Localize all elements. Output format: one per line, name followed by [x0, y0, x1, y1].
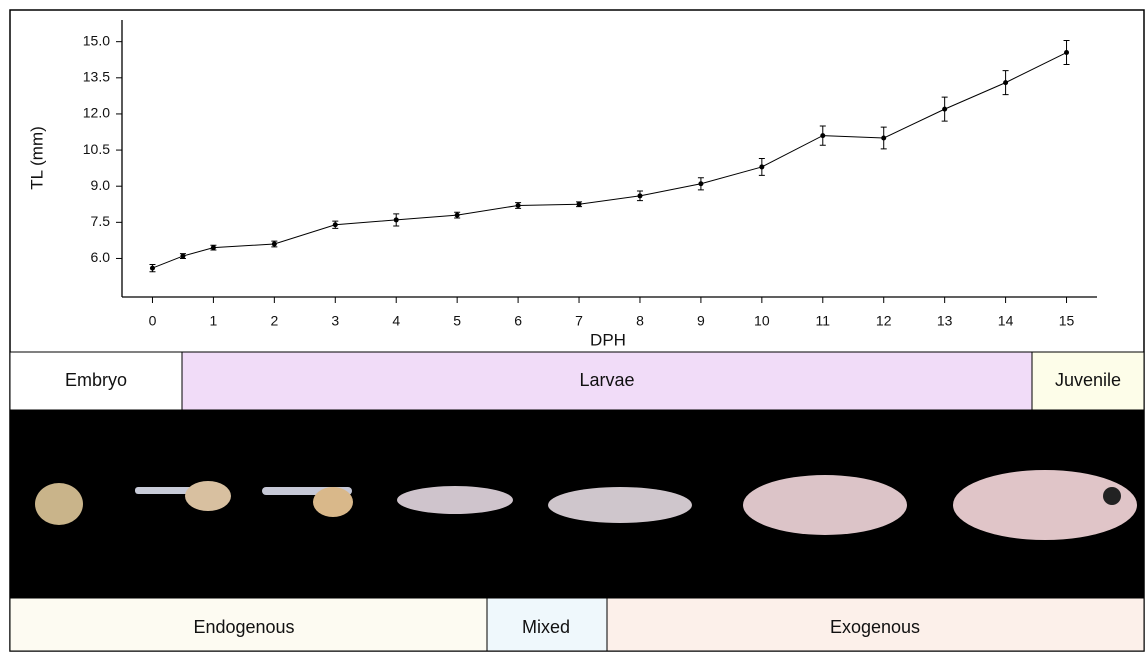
x-tick-label: 10: [754, 313, 770, 329]
feeding-label: Mixed: [522, 617, 570, 637]
x-tick-label: 4: [392, 313, 400, 329]
x-tick-label: 0: [149, 313, 157, 329]
stage-label: Juvenile: [1055, 370, 1121, 390]
specimen-eye: [1103, 487, 1121, 505]
specimen: [548, 487, 692, 523]
x-tick-label: 6: [514, 313, 522, 329]
x-tick-label: 7: [575, 313, 583, 329]
specimen: [35, 483, 83, 525]
feeding-label: Exogenous: [830, 617, 920, 637]
x-tick-label: 15: [1059, 313, 1075, 329]
point: [333, 222, 338, 227]
point: [1003, 80, 1008, 85]
point: [577, 202, 582, 207]
x-tick-label: 8: [636, 313, 644, 329]
y-tick-label: 7.5: [91, 213, 111, 229]
point: [637, 193, 642, 198]
point: [180, 254, 185, 259]
y-tick-label: 15.0: [83, 32, 110, 48]
y-tick-label: 12.0: [83, 105, 110, 121]
point: [455, 213, 460, 218]
point: [516, 203, 521, 208]
x-tick-label: 3: [331, 313, 339, 329]
x-tick-label: 11: [816, 313, 831, 329]
y-tick-label: 13.5: [83, 69, 110, 85]
y-tick-label: 9.0: [91, 177, 111, 193]
point: [881, 136, 886, 141]
x-tick-label: 2: [270, 313, 278, 329]
y-tick-label: 10.5: [83, 141, 110, 157]
x-tick-label: 9: [697, 313, 705, 329]
figure: Embryo Larvae Juvenile Endogenous Mixed …: [0, 0, 1145, 652]
specimen: [953, 470, 1137, 540]
point: [272, 242, 277, 247]
y-tick-label: 6.0: [91, 249, 111, 265]
x-tick-label: 14: [998, 313, 1014, 329]
specimen: [397, 486, 513, 514]
specimen: [313, 487, 353, 517]
specimen: [185, 481, 231, 511]
point: [150, 266, 155, 271]
stage-label: Larvae: [579, 370, 634, 390]
point: [698, 181, 703, 186]
x-axis-label: DPH: [590, 330, 626, 349]
feeding-label: Endogenous: [193, 617, 294, 637]
x-tick-label: 1: [210, 313, 218, 329]
x-tick-label: 5: [453, 313, 461, 329]
point: [1064, 50, 1069, 55]
y-axis-label: TL (mm): [27, 126, 46, 190]
stage-label: Embryo: [65, 370, 127, 390]
point: [942, 107, 947, 112]
point: [394, 217, 399, 222]
x-tick-label: 13: [937, 313, 953, 329]
point: [820, 133, 825, 138]
page: {"chart_data": {"type": "line", "x": [0,…: [0, 0, 1145, 652]
specimen: [743, 475, 907, 535]
x-tick-label: 12: [876, 313, 892, 329]
point: [211, 245, 216, 250]
point: [759, 164, 764, 169]
